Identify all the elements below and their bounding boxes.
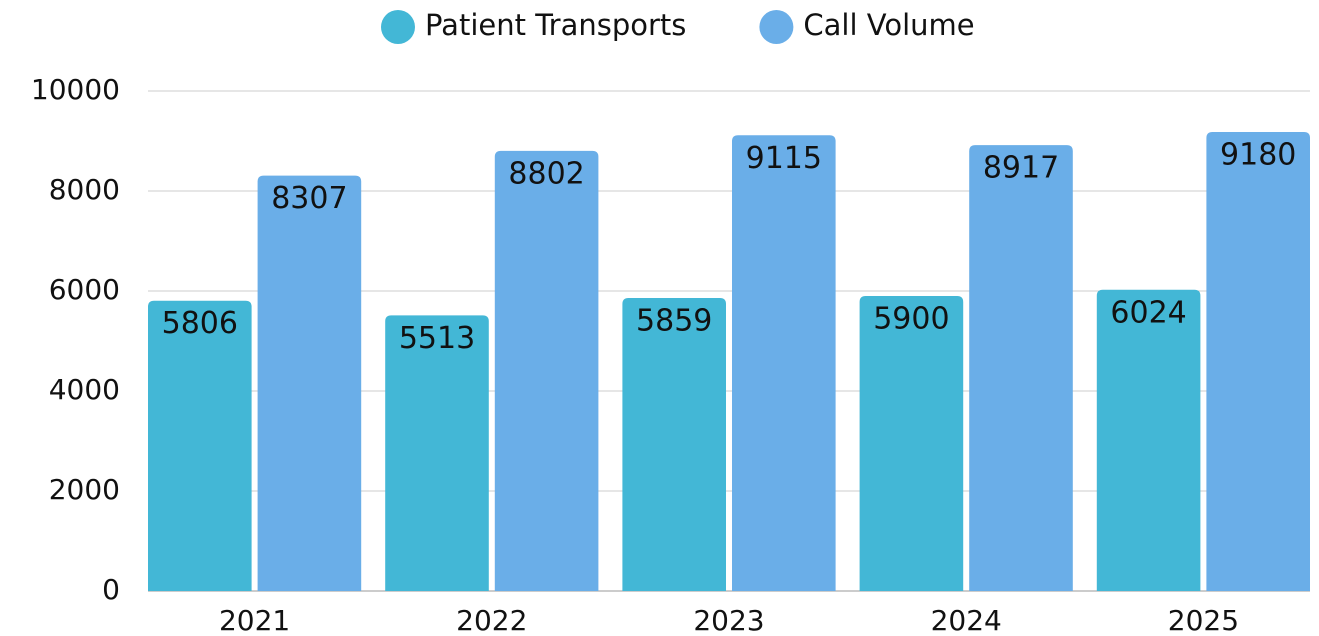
y-tick-label: 4000	[49, 373, 120, 406]
value-label: 6024	[1110, 295, 1186, 330]
bar	[1206, 132, 1310, 591]
value-label: 8917	[983, 151, 1059, 186]
x-tick-label: 2024	[931, 604, 1002, 636]
y-tick-label: 10000	[31, 73, 120, 106]
bar	[494, 150, 599, 591]
value-label: 5900	[873, 302, 949, 337]
x-tick-label: 2025	[1168, 604, 1239, 636]
bar	[859, 296, 964, 591]
y-tick-label: 0	[102, 573, 120, 606]
bar	[732, 135, 836, 591]
value-label: 9115	[746, 141, 822, 176]
value-label: 5513	[399, 321, 475, 356]
value-label: 8307	[271, 181, 347, 216]
value-label: 8802	[508, 156, 584, 191]
y-tick-label: 2000	[49, 473, 120, 506]
legend-label: Call Volume	[803, 8, 974, 42]
bar	[148, 300, 252, 591]
bar	[385, 315, 489, 591]
value-label: 9180	[1220, 138, 1296, 173]
x-tick-label: 2023	[693, 604, 764, 636]
x-tick-label: 2021	[219, 604, 290, 636]
bar	[1096, 289, 1201, 591]
y-tick-label: 8000	[49, 173, 120, 206]
bar	[969, 145, 1073, 591]
y-tick-label: 6000	[49, 273, 120, 306]
value-label: 5806	[162, 306, 238, 341]
legend-label: Patient Transports	[425, 8, 686, 42]
value-label: 5859	[636, 304, 712, 339]
bar	[257, 175, 362, 591]
x-tick-label: 2022	[456, 604, 527, 636]
bar	[622, 298, 726, 591]
legend-swatch	[759, 10, 794, 44]
legend-swatch	[381, 10, 415, 44]
